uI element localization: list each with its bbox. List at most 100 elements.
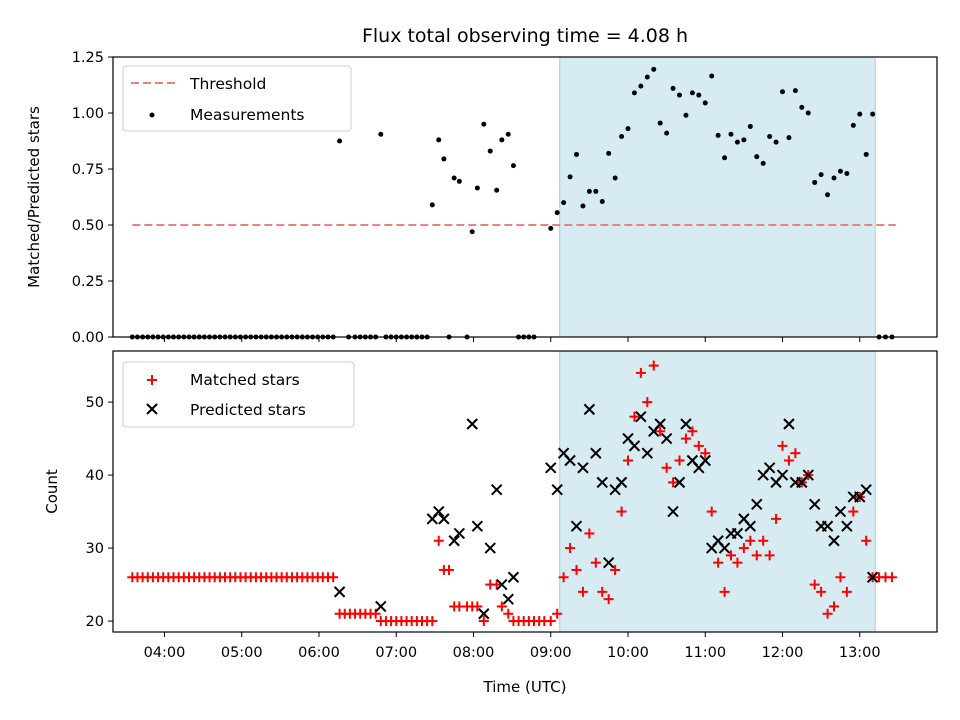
matched-star-point bbox=[590, 557, 601, 568]
predicted-star-point bbox=[680, 418, 692, 430]
matched-star-point bbox=[738, 543, 749, 554]
matched-star-point bbox=[861, 535, 872, 546]
matched-star-point bbox=[687, 426, 698, 437]
bottom-x-tick-label: 06:00 bbox=[298, 645, 340, 661]
matched-star-point bbox=[758, 535, 769, 546]
matched-star-point bbox=[841, 586, 852, 597]
predicted-star-point bbox=[478, 608, 490, 620]
measurement-point bbox=[870, 111, 876, 117]
predicted-star-point bbox=[596, 476, 608, 489]
predicted-star-point bbox=[375, 600, 387, 613]
matched-star-point bbox=[713, 557, 724, 568]
matched-star-point bbox=[655, 426, 666, 437]
measurement-point bbox=[586, 188, 592, 194]
matched-star-point bbox=[790, 448, 801, 459]
measurement-point bbox=[709, 73, 715, 79]
legend-predicted-label: Predicted stars bbox=[190, 401, 306, 419]
matched-star-point bbox=[700, 448, 711, 459]
matched-star-point bbox=[584, 528, 595, 539]
top-y-tick-label: 0.50 bbox=[72, 218, 104, 234]
bottom-axes-frame bbox=[112, 350, 938, 633]
measurement-points bbox=[129, 66, 895, 340]
bottom-y-tick-label: 20 bbox=[86, 614, 104, 630]
bottom-y-tick-label: 30 bbox=[86, 541, 104, 557]
measurement-point bbox=[734, 139, 740, 145]
top-y-tick-label: 0.25 bbox=[72, 274, 104, 290]
predicted-star-point bbox=[590, 447, 602, 459]
measurement-point bbox=[494, 187, 500, 193]
measurement-point bbox=[722, 155, 728, 161]
predicted-star-point bbox=[507, 571, 520, 583]
bottom-x-tick-label: 07:00 bbox=[375, 645, 417, 661]
measurement-point bbox=[441, 156, 447, 162]
matched-star-point bbox=[771, 513, 782, 524]
bottom-panel: 20 30 40 50 04:00 05:00 06:00 07:00 08:00 09:00 1… bbox=[43, 350, 938, 696]
measurement-point bbox=[510, 163, 516, 169]
predicted-star-point bbox=[333, 586, 346, 598]
measurement-point bbox=[481, 121, 487, 127]
matched-star-point bbox=[783, 455, 794, 466]
bottom-x-tick-label: 04:00 bbox=[144, 645, 186, 661]
predicted-star-point bbox=[471, 520, 484, 532]
measurement-point bbox=[548, 225, 554, 231]
bottom-legend-box bbox=[122, 361, 355, 428]
matched-star-point bbox=[829, 601, 839, 612]
matched-star-point bbox=[503, 608, 514, 619]
measurement-point bbox=[683, 112, 689, 118]
matched-star-point bbox=[642, 397, 653, 408]
predicted-star-point bbox=[602, 556, 615, 569]
predicted-star-point bbox=[490, 483, 503, 496]
matched-star-point bbox=[545, 616, 556, 627]
matched-star-point bbox=[693, 440, 704, 451]
measurement-point bbox=[728, 131, 734, 137]
measurement-point bbox=[593, 188, 599, 194]
predicted-star-point bbox=[866, 571, 879, 583]
predicted-star-point bbox=[751, 498, 763, 510]
measurement-point bbox=[780, 89, 785, 95]
matched-star-point bbox=[603, 594, 614, 605]
measurement-point bbox=[715, 132, 721, 138]
matched-star-point bbox=[491, 579, 502, 590]
measurement-point bbox=[857, 111, 863, 117]
measurement-point bbox=[337, 138, 343, 144]
measurement-point bbox=[505, 131, 511, 137]
matched-star-point bbox=[777, 440, 788, 451]
measurement-point bbox=[638, 83, 644, 89]
matched-star-point bbox=[745, 535, 756, 546]
predicted-star-point bbox=[699, 454, 711, 467]
top-y-tick-label: 1.00 bbox=[72, 106, 104, 122]
bottom-x-tick-label: 10:00 bbox=[607, 645, 649, 661]
bottom-x-tick-label: 08:00 bbox=[453, 645, 495, 661]
legend-measurements-label: Measurements bbox=[190, 106, 305, 124]
matched-star-point bbox=[726, 550, 736, 561]
measurement-point bbox=[499, 137, 505, 143]
measurement-point bbox=[818, 172, 824, 178]
measurement-point bbox=[378, 131, 384, 137]
bottom-x-axis-label: Time (UTC) bbox=[483, 678, 567, 696]
top-panel: 0.00 0.25 0.50 0.75 1.00 1.25 Flux total obse… bbox=[25, 25, 938, 346]
predicted-star-point bbox=[628, 440, 641, 452]
matched-star-point bbox=[328, 572, 339, 583]
matched-star-point bbox=[732, 557, 743, 568]
matched-star-point bbox=[629, 411, 640, 422]
measurement-point bbox=[644, 74, 650, 80]
matched-star-point bbox=[478, 616, 489, 627]
bottom-x-ticks: 04:00 05:00 06:00 07:00 08:00 09:00 10:00 11:00… bbox=[144, 632, 881, 661]
measurement-point bbox=[754, 154, 760, 160]
top-y-tick-label: 0.00 bbox=[72, 330, 104, 346]
bottom-y-tick-label: 50 bbox=[86, 395, 104, 411]
matched-star-point bbox=[816, 586, 827, 597]
bottom-x-tick-label: 13:00 bbox=[839, 645, 881, 661]
matched-star-point bbox=[610, 564, 621, 575]
matched-star-point bbox=[668, 477, 679, 488]
predicted-star-point bbox=[502, 593, 514, 605]
bottom-observing-window-shade bbox=[559, 350, 876, 633]
matched-star-point bbox=[427, 616, 438, 627]
predicted-star-point bbox=[453, 527, 466, 540]
top-observing-window-shade bbox=[559, 56, 876, 338]
matched-star-point bbox=[571, 564, 582, 575]
measurement-point bbox=[799, 104, 805, 110]
matched-star-point bbox=[835, 572, 846, 583]
predicted-star-point bbox=[776, 469, 789, 481]
